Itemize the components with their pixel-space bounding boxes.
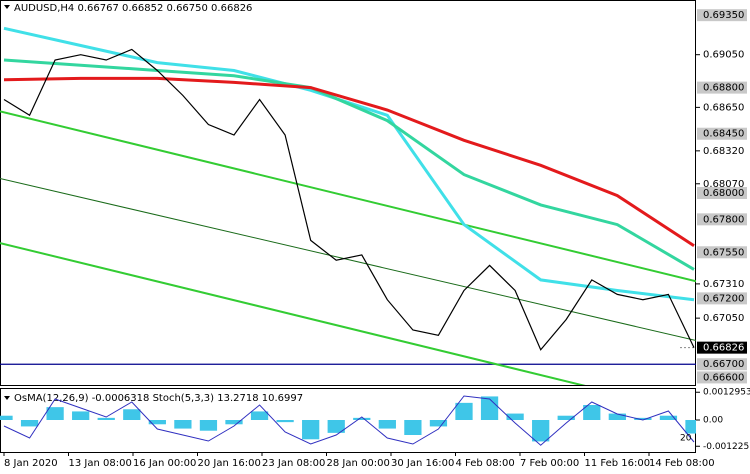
osma-bar xyxy=(429,420,448,427)
level-label: 0.66600 xyxy=(703,372,744,383)
price-panel xyxy=(0,0,696,386)
level-box xyxy=(697,358,747,371)
level-label: 0.66700 xyxy=(703,359,744,370)
osma-bar xyxy=(250,411,269,420)
osma-bar xyxy=(506,413,524,420)
menu-arrow xyxy=(4,5,10,9)
level-box xyxy=(697,127,747,140)
indicator-plot xyxy=(0,395,696,446)
indicator-tick-label: -0.001225 xyxy=(703,442,749,452)
osma-bar xyxy=(685,420,696,434)
chart-title: AUDUSD,H4 0.66767 0.66852 0.66750 0.6682… xyxy=(14,3,252,14)
x-tick-label: 16 Jan 00:00 xyxy=(133,458,196,469)
moving-average xyxy=(3,76,695,247)
axes: 0.69050 0.68650 0.68320 0.68070 0.67310 0.670… xyxy=(3,9,750,469)
level-box xyxy=(697,371,747,384)
level-label: 0.67550 xyxy=(703,247,744,258)
osma-bar xyxy=(276,420,294,423)
y-tick-label: 0.67050 xyxy=(703,313,744,324)
moving-average xyxy=(3,58,695,271)
stoch-level-label: 20 xyxy=(680,434,692,444)
osma-bar xyxy=(634,417,652,420)
price-plot xyxy=(0,26,696,385)
x-tick-label: 7 Feb 00:00 xyxy=(520,458,579,469)
level-box xyxy=(697,213,747,226)
osma-bar xyxy=(199,420,218,431)
y-tick-label: 0.67310 xyxy=(703,279,744,290)
osma-bar xyxy=(327,420,345,433)
osma-bar xyxy=(72,411,90,420)
x-tick-label: 28 Jan 00:00 xyxy=(327,458,390,469)
x-tick-label: 14 Feb 08:00 xyxy=(649,458,715,469)
osma-bar xyxy=(455,402,473,420)
x-tick-label: 4 Feb 08:00 xyxy=(456,458,515,469)
osma-bar xyxy=(532,420,550,442)
osma-bar xyxy=(480,396,499,420)
level-label: 0.67800 xyxy=(703,214,744,225)
y-tick-label: 0.68650 xyxy=(703,102,744,113)
y-tick-label: 0.68070 xyxy=(703,179,744,190)
osma-bar xyxy=(557,415,575,420)
osma-bar xyxy=(378,420,396,429)
osma-bar xyxy=(174,420,192,429)
x-tick-label: 11 Feb 16:00 xyxy=(585,458,651,469)
osma-bar xyxy=(0,415,13,420)
x-tick-label: 13 Jan 08:00 xyxy=(69,458,132,469)
x-tick-label: 30 Jan 16:00 xyxy=(391,458,454,469)
menu-arrow xyxy=(4,396,10,400)
level-label: 0.67200 xyxy=(703,293,744,304)
y-tick-label: 0.68320 xyxy=(703,146,744,157)
level-label: 0.68800 xyxy=(703,83,744,94)
osma-bar xyxy=(46,407,64,420)
level-box xyxy=(697,81,747,94)
indicator-title: OsMA(12,26,9) -0.0006318 Stoch(5,3,3) 13… xyxy=(14,393,303,404)
level-box xyxy=(697,9,747,22)
x-tick-label: 23 Jan 08:00 xyxy=(262,458,325,469)
level-label: 0.69350 xyxy=(703,10,744,21)
osma-bar xyxy=(20,420,39,427)
osma-bar xyxy=(404,420,422,435)
osma-bar xyxy=(353,417,371,420)
level-box xyxy=(697,246,747,259)
x-tick-label: 8 Jan 2020 xyxy=(4,458,58,469)
indicator-tick-label: 0.00 xyxy=(703,416,723,426)
x-tick-label: 20 Jan 16:00 xyxy=(198,458,261,469)
channel-line xyxy=(0,110,696,283)
osma-bar xyxy=(659,415,678,420)
current-price-box xyxy=(697,341,747,354)
level-box xyxy=(697,292,747,305)
level-label: 0.68450 xyxy=(703,129,744,140)
osma-bar xyxy=(583,405,601,420)
osma-bar xyxy=(123,409,141,420)
current-price-label: 0.66826 xyxy=(703,343,744,354)
level-box xyxy=(697,187,747,199)
channel-line xyxy=(0,178,696,342)
channel-line xyxy=(0,242,586,385)
stoch-line xyxy=(3,395,695,446)
osma-bar xyxy=(148,420,166,425)
osma-bar xyxy=(97,417,115,420)
osma-bar xyxy=(302,420,320,440)
indicator-tick-label: 0.0012953 xyxy=(703,388,750,398)
y-tick-label: 0.69050 xyxy=(703,50,744,61)
level-label: 0.68000 xyxy=(703,188,744,199)
osma-bar xyxy=(608,413,626,420)
osma-bar xyxy=(225,420,243,425)
price-line xyxy=(3,48,695,351)
